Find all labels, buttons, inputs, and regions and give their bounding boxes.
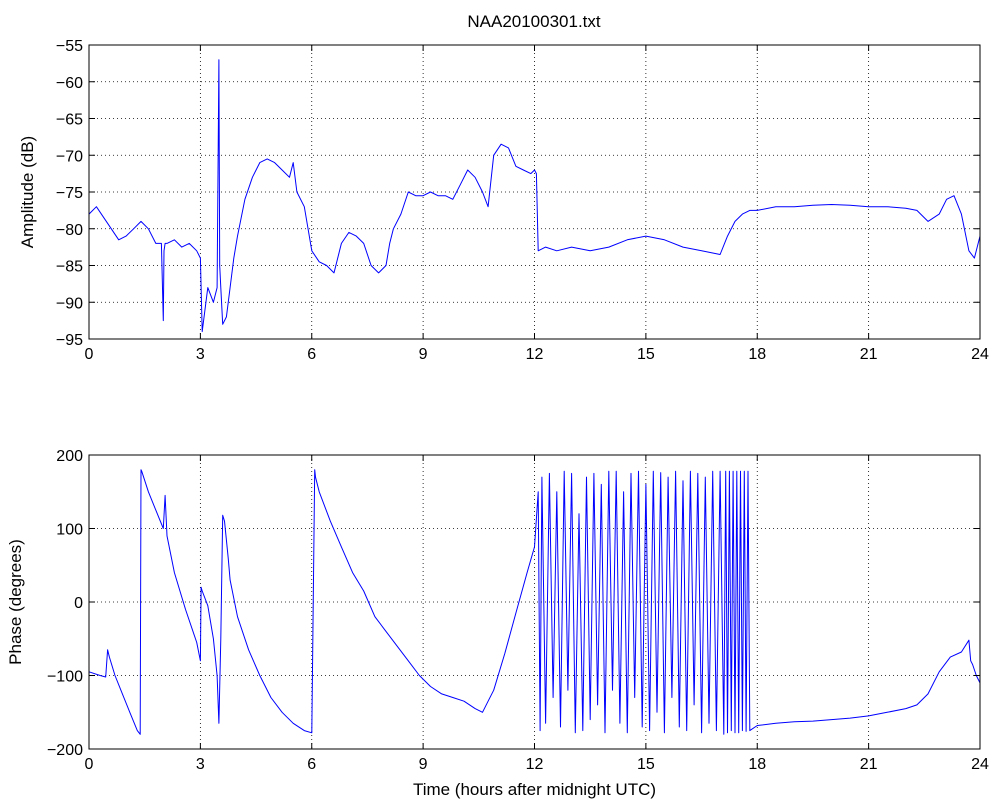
- phase-series: [88, 469, 981, 735]
- phase-x-tick-label: 21: [860, 756, 878, 773]
- phase-series-line: [88, 469, 981, 735]
- phase-x-tick-label: 15: [637, 756, 655, 773]
- amplitude-x-tick-label: 3: [196, 346, 205, 363]
- amplitude-y-tick-label: −70: [56, 148, 83, 165]
- amplitude-y-tick-label: −55: [56, 38, 83, 55]
- phase-x-tick-label: 18: [748, 756, 766, 773]
- amplitude-x-tick-label: 12: [526, 346, 544, 363]
- phase-subplot: 0 3 6 9 12 15 18 21 24 −200 −100 0 100 200 Phase (deg…: [6, 448, 989, 799]
- phase-y-tick-label: 100: [56, 522, 83, 539]
- figure-title: NAA20100301.txt: [467, 12, 601, 31]
- phase-x-tick-label: 9: [419, 756, 428, 773]
- phase-x-tick-label: 12: [526, 756, 544, 773]
- amplitude-y-tick-label: −80: [56, 222, 83, 239]
- amplitude-ticks: 0 3 6 9 12 15 18 21 24 −95 −90 −85 −80 −75 −70 −65 −60 −5…: [56, 38, 989, 363]
- amplitude-x-tick-label: 6: [307, 346, 316, 363]
- amplitude-x-tick-label: 21: [860, 346, 878, 363]
- amplitude-y-axis-label: Amplitude (dB): [18, 136, 37, 248]
- amplitude-x-tick-label: 9: [419, 346, 428, 363]
- phase-x-tick-label: 0: [85, 756, 94, 773]
- amplitude-y-tick-label: −95: [56, 332, 83, 349]
- phase-y-axis-label: Phase (degrees): [6, 539, 25, 665]
- amplitude-x-tick-label: 15: [637, 346, 655, 363]
- amplitude-series: [88, 59, 981, 333]
- amplitude-y-tick-label: −90: [56, 295, 83, 312]
- amplitude-subplot: 0 3 6 9 12 15 18 21 24 −95 −90 −85 −80 −75 −70 −65 −60 −5…: [18, 38, 989, 363]
- amplitude-y-tick-label: −85: [56, 259, 83, 276]
- amplitude-grid: [89, 45, 980, 339]
- phase-y-tick-label: −200: [47, 742, 83, 759]
- phase-y-tick-label: 0: [74, 595, 83, 612]
- amplitude-series-line: [88, 59, 981, 333]
- phase-x-tick-label: 6: [307, 756, 316, 773]
- phase-x-tick-label: 3: [196, 756, 205, 773]
- amplitude-y-tick-label: −60: [56, 75, 83, 92]
- amplitude-x-tick-label: 18: [748, 346, 766, 363]
- amplitude-x-tick-label: 24: [971, 346, 989, 363]
- phase-x-tick-label: 24: [971, 756, 989, 773]
- phase-ticks: 0 3 6 9 12 15 18 21 24 −200 −100 0 100 200: [47, 448, 989, 773]
- amplitude-x-tick-label: 0: [85, 346, 94, 363]
- amplitude-y-tick-label: −75: [56, 185, 83, 202]
- phase-y-tick-label: 200: [56, 448, 83, 465]
- phase-y-tick-label: −100: [47, 669, 83, 686]
- phase-x-axis-label: Time (hours after midnight UTC): [413, 780, 656, 799]
- amplitude-y-tick-label: −65: [56, 112, 83, 129]
